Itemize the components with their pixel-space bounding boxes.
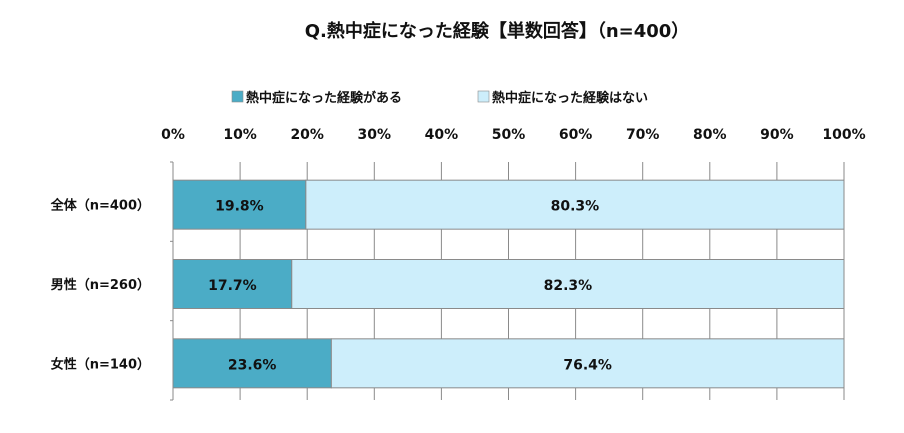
chart-title: Q.熱中症になった経験【単数回答】（n=400） bbox=[305, 20, 690, 42]
legend-label-1: 熱中症になった経験がある bbox=[246, 90, 402, 106]
category-label: 男性（n=260） bbox=[51, 277, 150, 293]
bar-segment bbox=[305, 179, 845, 230]
x-tick-labels: 0% 10% 20% 30% 40% 50% 60% 70% 80% 90% 100% bbox=[161, 127, 866, 143]
legend-swatch-2 bbox=[477, 90, 490, 103]
data-label: 17.7% bbox=[208, 278, 257, 294]
x-tick-label: 80% bbox=[693, 127, 727, 143]
bar-segment bbox=[172, 338, 332, 389]
bar-segment bbox=[291, 259, 845, 309]
legend: 熱中症になった経験がある 熱中症になった経験はない bbox=[231, 90, 648, 106]
x-tick-label: 50% bbox=[492, 127, 526, 143]
data-label: 76.4% bbox=[563, 357, 612, 373]
data-label: 80.3% bbox=[551, 199, 600, 215]
bar-segment bbox=[330, 338, 845, 389]
category-label: 女性（n=140） bbox=[51, 356, 150, 372]
bar-segment bbox=[172, 179, 307, 230]
x-tick-label: 100% bbox=[822, 127, 865, 143]
x-tick-label: 0% bbox=[161, 127, 185, 143]
x-tick-label: 60% bbox=[559, 127, 593, 143]
category-label: 全体（n=400） bbox=[50, 198, 150, 214]
legend-swatch-1 bbox=[231, 90, 244, 103]
x-tick-label: 90% bbox=[760, 127, 794, 143]
legend-label-2: 熱中症になった経験はない bbox=[492, 90, 648, 106]
x-tick-label: 70% bbox=[626, 127, 660, 143]
category-labels: 全体（n=400） 男性（n=260） 女性（n=140） bbox=[50, 198, 150, 373]
data-label: 19.8% bbox=[215, 199, 264, 215]
data-label: 23.6% bbox=[228, 357, 277, 373]
bars: 19.8% 80.3% 17.7% 82.3% 23.6% 76.4% bbox=[172, 179, 845, 389]
x-tick-label: 30% bbox=[358, 127, 392, 143]
data-label: 82.3% bbox=[544, 278, 593, 294]
bar-segment bbox=[172, 259, 293, 309]
x-tick-label: 40% bbox=[425, 127, 459, 143]
x-tick-label: 10% bbox=[223, 127, 257, 143]
x-tick-label: 20% bbox=[290, 127, 324, 143]
